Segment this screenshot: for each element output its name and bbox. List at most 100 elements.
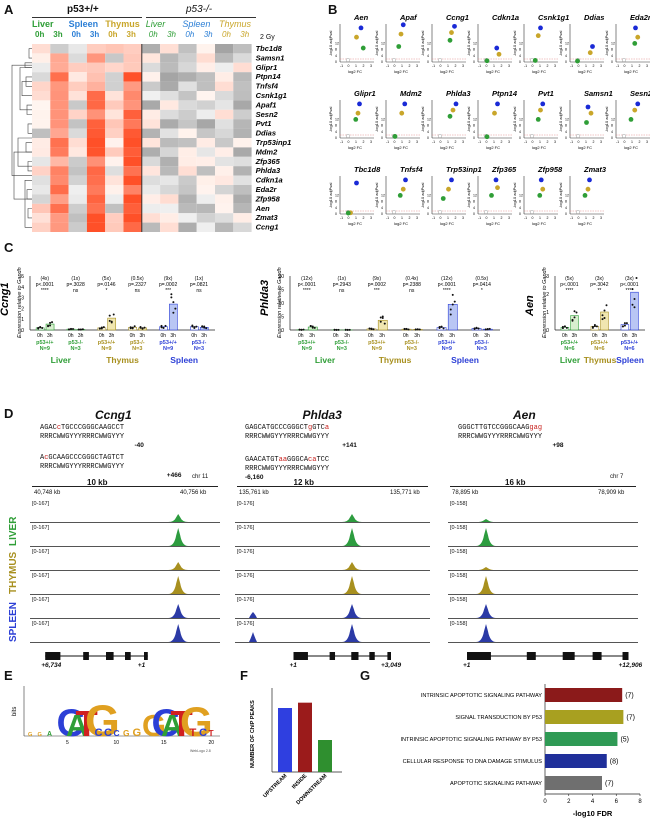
qpcr-time-label: 0h bbox=[130, 333, 136, 339]
volcano-x-tick: 3 bbox=[554, 216, 556, 220]
logo-letter: G bbox=[180, 698, 213, 745]
volcano-x-tick: 0 bbox=[532, 64, 534, 68]
volcano-ylabel: -log10 adjPval bbox=[466, 183, 471, 208]
qpcr-dot bbox=[172, 301, 175, 304]
volcano-title: Zmat3 bbox=[583, 165, 607, 174]
heatmap-cell bbox=[196, 175, 215, 185]
chip-peak-svg bbox=[342, 562, 362, 570]
heatmap-cell bbox=[32, 213, 51, 223]
gene-start-label: +1 bbox=[463, 662, 471, 669]
volcano-y-tick: 4 bbox=[335, 206, 337, 210]
gene-model bbox=[45, 652, 148, 660]
volcano-y-tick: 4 bbox=[335, 54, 337, 58]
heatmap-cell bbox=[86, 213, 106, 223]
heatmap-cell bbox=[160, 147, 179, 157]
volcano-point bbox=[529, 133, 534, 138]
heatmap-cell bbox=[32, 81, 51, 91]
qpcr-genotype: p53-/- bbox=[404, 340, 419, 346]
volcano-point bbox=[540, 101, 546, 107]
qpcr-dot bbox=[174, 307, 177, 310]
heatmap-cell bbox=[160, 213, 179, 223]
heatmap-cell bbox=[215, 72, 234, 82]
qpcr-dot bbox=[37, 327, 40, 330]
qpcr-dot bbox=[405, 327, 408, 330]
volcano-point bbox=[449, 177, 454, 183]
heatmap-cell bbox=[141, 62, 161, 73]
volcano-x-tick: -1 bbox=[524, 216, 527, 220]
chip-peak bbox=[342, 514, 362, 522]
heatmap-cell bbox=[196, 138, 215, 148]
volcano-x-tick: 2 bbox=[363, 64, 365, 68]
volcano-point bbox=[590, 44, 595, 49]
volcano-y-tick: 12 bbox=[427, 41, 431, 45]
qpcr-y-tick: 5 bbox=[281, 315, 284, 321]
heatmap-cell bbox=[160, 185, 179, 195]
qpcr-dot bbox=[160, 324, 163, 327]
volcano-ylabel: -log10 adjPval bbox=[558, 31, 563, 56]
qpcr-pvalue: p=.2327 bbox=[128, 282, 146, 288]
qpcr-genotype: p53-/- bbox=[68, 340, 83, 346]
volcano-x-tick: 2 bbox=[455, 216, 457, 220]
heatmap-cell bbox=[123, 128, 142, 138]
qpcr-dot bbox=[201, 325, 204, 328]
volcano-ylabel: -log10 adjPval bbox=[328, 31, 333, 56]
volcano-y-tick: 12 bbox=[565, 193, 569, 197]
chip-peak bbox=[168, 514, 189, 522]
logo-letter: C bbox=[57, 702, 85, 745]
binding-site-position: +141 bbox=[342, 442, 357, 449]
chip-peak-svg bbox=[476, 528, 496, 546]
genotype-ko-label: p53-/- bbox=[186, 4, 213, 15]
volcano-y-tick: 8 bbox=[565, 200, 567, 204]
volcano-y-tick: 12 bbox=[611, 117, 615, 121]
volcano-x-tick: 2 bbox=[639, 64, 641, 68]
volcano-y-tick: 12 bbox=[473, 193, 477, 197]
qpcr-dot bbox=[344, 328, 347, 331]
chip-track: [0-176] bbox=[235, 596, 430, 619]
chip-track: [0-167] bbox=[30, 572, 220, 595]
heatmap-cell bbox=[123, 166, 142, 176]
heatmap-cell bbox=[123, 138, 142, 148]
g-x-tick: 4 bbox=[591, 799, 595, 805]
qpcr-genotype: p53+/+ bbox=[98, 340, 115, 346]
volcano-x-tick: 0 bbox=[486, 216, 488, 220]
heatmap-cell bbox=[68, 72, 87, 82]
volcano-x-tick: 2 bbox=[547, 216, 549, 220]
qpcr-fold: (12x) bbox=[301, 276, 313, 282]
chip-peak-svg bbox=[476, 576, 496, 594]
volcano-y-tick: 12 bbox=[335, 117, 339, 121]
qpcr-y-tick: 3 bbox=[546, 274, 549, 280]
volcano-y-tick: 0 bbox=[381, 212, 383, 216]
heatmap-cell bbox=[86, 62, 106, 73]
tissue-label-spleen: SPLEEN bbox=[8, 601, 19, 642]
heatmap-cell bbox=[32, 147, 51, 157]
qpcr-dot bbox=[170, 296, 173, 299]
time-label-6: 0h bbox=[148, 30, 158, 39]
heatmap-cell bbox=[215, 194, 234, 204]
chip-track: [0-158] bbox=[448, 548, 638, 571]
volcano-point bbox=[360, 45, 366, 51]
heatmap-cell bbox=[50, 185, 69, 195]
qpcr-dot bbox=[484, 328, 487, 331]
qpcr-time-label: 3h bbox=[632, 333, 638, 339]
qpcr-y-tick: 1 bbox=[21, 317, 24, 323]
g-category-label: CELLULAR RESPONSE TO DNA DAMAGE STIMULUS bbox=[403, 759, 543, 765]
heatmap-cell bbox=[50, 194, 69, 204]
volcano-x-tick: 0 bbox=[486, 140, 488, 144]
qpcr-dot bbox=[403, 328, 406, 331]
logo-letter: A bbox=[47, 731, 52, 738]
heatmap-cell bbox=[68, 156, 87, 167]
heatmap-cell bbox=[50, 62, 69, 73]
qpcr-tissue-label: Spleen bbox=[451, 355, 479, 365]
volcano-x-tick: 0 bbox=[440, 140, 442, 144]
qpcr-time-label: 0h bbox=[403, 333, 409, 339]
heatmap-cell bbox=[215, 109, 234, 120]
qpcr-dot bbox=[631, 288, 634, 291]
qpcr-dot bbox=[573, 316, 576, 319]
